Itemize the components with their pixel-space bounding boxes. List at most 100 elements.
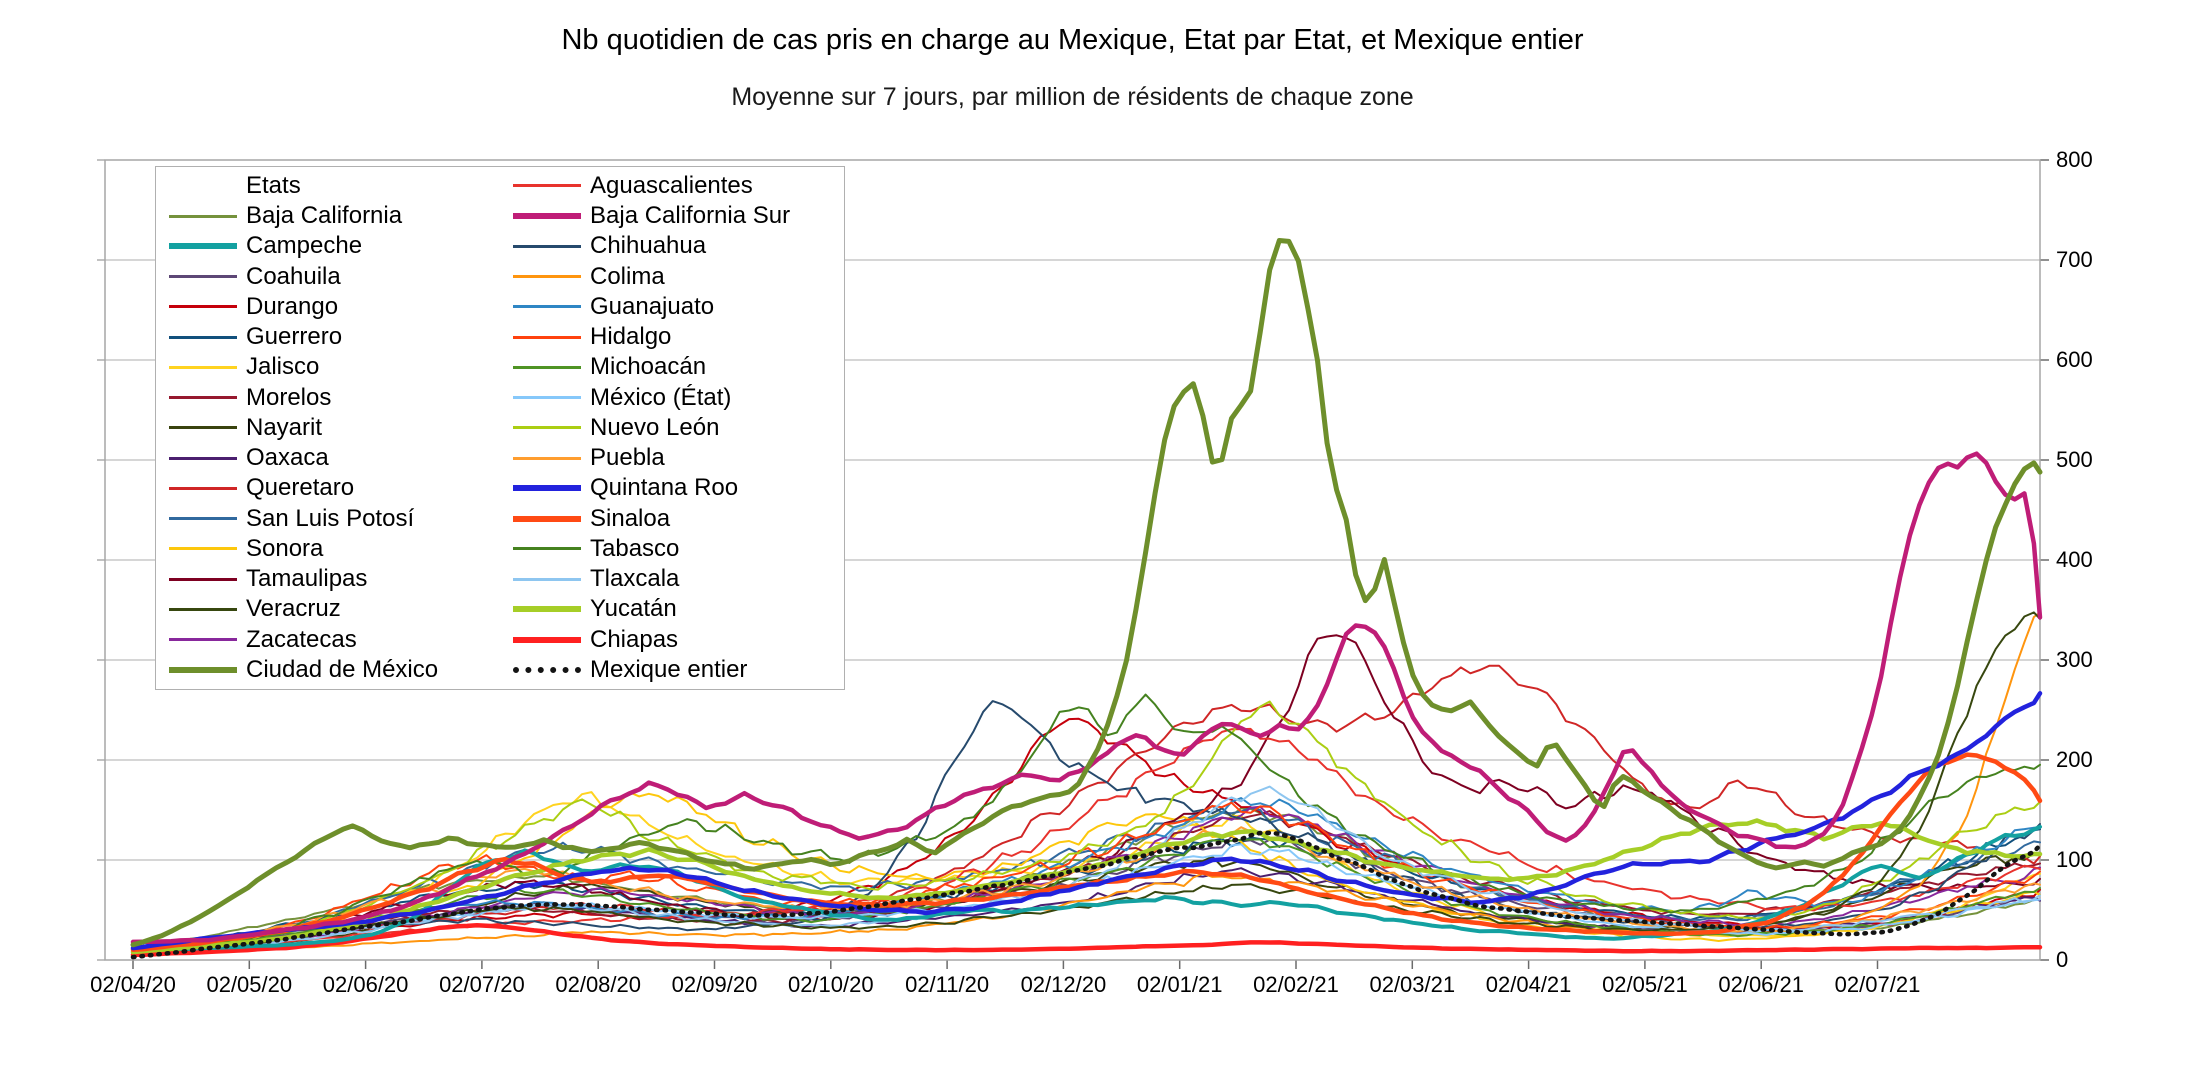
legend-label: Puebla bbox=[590, 444, 665, 472]
legend-entry: Durango bbox=[156, 292, 500, 321]
y-axis-label: 100 bbox=[2056, 847, 2093, 872]
legend-label: Sonora bbox=[246, 534, 324, 562]
legend-entry: Etats bbox=[156, 171, 500, 200]
legend-row: Baja California Baja California Sur bbox=[156, 202, 844, 231]
legend-line-swatch bbox=[169, 456, 237, 460]
legend-entry: Baja California Sur bbox=[500, 202, 844, 231]
y-axis-label: 300 bbox=[2056, 647, 2093, 672]
legend-entry: Chiapas bbox=[500, 625, 844, 654]
legend-label: Durango bbox=[246, 292, 339, 320]
legend-label: Baja California Sur bbox=[590, 202, 791, 230]
legend-row: Etats Aguascalientes bbox=[156, 171, 844, 200]
legend-line-swatch bbox=[513, 515, 581, 522]
legend-row: Durango Guanajuato bbox=[156, 292, 844, 321]
legend-entry: Zacatecas bbox=[156, 625, 500, 654]
series-line-sonora bbox=[132, 791, 2041, 955]
legend-entry: Colima bbox=[500, 262, 844, 291]
legend-label: Quintana Roo bbox=[590, 474, 739, 502]
x-axis-label: 02/04/21 bbox=[1485, 972, 1572, 997]
series-line-mexique-entier bbox=[130, 830, 2043, 960]
legend-label: Coahuila bbox=[246, 262, 341, 290]
legend-label: Nayarit bbox=[246, 413, 323, 441]
legend-line-swatch bbox=[513, 606, 581, 613]
x-axis-label: 02/12/20 bbox=[1020, 972, 1107, 997]
legend-line-swatch bbox=[513, 275, 581, 279]
legend-entry: Hidalgo bbox=[500, 323, 844, 352]
legend-line-swatch bbox=[169, 426, 237, 430]
legend-line-swatch bbox=[169, 607, 237, 611]
legend-label: Hidalgo bbox=[590, 323, 672, 351]
legend-label: Michoacán bbox=[590, 353, 707, 381]
series-line-queretaro bbox=[132, 664, 2041, 953]
legend-label: Mexique entier bbox=[590, 656, 748, 684]
legend-line-swatch bbox=[513, 636, 581, 643]
legend-line-swatch bbox=[169, 335, 237, 339]
legend-row: Guerrero Hidalgo bbox=[156, 323, 844, 352]
x-axis-label: 02/09/20 bbox=[671, 972, 758, 997]
legend-entry: Tamaulipas bbox=[156, 565, 500, 594]
legend-line-swatch bbox=[513, 426, 581, 430]
series-line-nuevo-le-n bbox=[132, 700, 2041, 954]
legend-line-swatch bbox=[513, 244, 581, 248]
legend-label: Guerrero bbox=[246, 323, 343, 351]
legend-line-swatch bbox=[169, 577, 237, 581]
legend-label: Morelos bbox=[246, 383, 332, 411]
x-axis-label: 02/07/20 bbox=[439, 972, 525, 997]
legend-entry: México (État) bbox=[500, 383, 844, 412]
legend-entry: Baja California bbox=[156, 202, 500, 231]
legend-entry: Puebla bbox=[500, 444, 844, 473]
legend-line-swatch bbox=[513, 184, 581, 188]
legend-label: Jalisco bbox=[246, 353, 320, 381]
legend-label: Aguascalientes bbox=[590, 171, 753, 199]
x-axis-label: 02/07/21 bbox=[1834, 972, 1921, 997]
legend-entry: Ciudad de México bbox=[156, 656, 500, 685]
legend-line-swatch bbox=[169, 305, 237, 309]
legend-row: Coahuila Colima bbox=[156, 262, 844, 291]
legend-row: Oaxaca Puebla bbox=[156, 444, 844, 473]
legend-line-swatch bbox=[513, 365, 581, 369]
y-axis-label: 500 bbox=[2056, 447, 2093, 472]
x-axis-label: 02/08/20 bbox=[555, 972, 641, 997]
legend-line-swatch bbox=[169, 667, 237, 674]
legend-entry: Campeche bbox=[156, 232, 500, 261]
legend-line-swatch bbox=[169, 486, 237, 490]
chart-title: Nb quotidien de cas pris en charge au Me… bbox=[561, 24, 1584, 56]
legend-label: Veracruz bbox=[246, 595, 341, 623]
legend-label: México (État) bbox=[590, 383, 732, 411]
legend-box: Etats Aguascalientes Baja California Baja C… bbox=[155, 166, 845, 690]
plot-frame bbox=[104, 159, 2041, 961]
legend-row: Ciudad de México Mexique entier bbox=[156, 656, 844, 685]
x-axis-label: 02/05/21 bbox=[1602, 972, 1688, 997]
legend-label: Oaxaca bbox=[246, 444, 329, 472]
legend-line-swatch bbox=[513, 335, 581, 339]
series-line-ciudad-de-m-xico bbox=[130, 238, 2043, 948]
legend-label: Queretaro bbox=[246, 474, 355, 502]
chart-subtitle: Moyenne sur 7 jours, par million de rési… bbox=[731, 83, 1414, 111]
x-axis-label: 02/11/20 bbox=[905, 972, 990, 997]
legend-row: Tamaulipas Tlaxcala bbox=[156, 565, 844, 594]
x-axis-label: 02/04/20 bbox=[90, 972, 176, 997]
legend-entry: Nuevo León bbox=[500, 413, 844, 442]
legend-entry: Oaxaca bbox=[156, 444, 500, 473]
legend-entry: Mexique entier bbox=[500, 656, 844, 685]
legend-line-swatch bbox=[169, 214, 237, 218]
legend-entry: Coahuila bbox=[156, 262, 500, 291]
y-axis-label: 0 bbox=[2056, 947, 2069, 972]
legend-line-swatch bbox=[513, 213, 581, 220]
legend-line-swatch bbox=[513, 485, 581, 492]
x-axis-label: 02/06/21 bbox=[1718, 972, 1804, 997]
series-line-chiapas bbox=[130, 922, 2043, 958]
legend-line-swatch bbox=[513, 667, 581, 674]
y-axis-label: 400 bbox=[2056, 547, 2093, 572]
legend-line-swatch bbox=[513, 456, 581, 460]
legend-label: Chihuahua bbox=[590, 232, 707, 260]
legend-entry: Tlaxcala bbox=[500, 565, 844, 594]
y-axis-label: 600 bbox=[2056, 347, 2093, 372]
legend-row: Morelos México (État) bbox=[156, 383, 844, 412]
legend-label: San Luis Potosí bbox=[246, 504, 415, 532]
legend-line-swatch bbox=[169, 638, 237, 642]
y-axis-label: 700 bbox=[2056, 247, 2093, 272]
legend-row: Zacatecas Chiapas bbox=[156, 625, 844, 654]
legend-label: Colima bbox=[590, 262, 665, 290]
